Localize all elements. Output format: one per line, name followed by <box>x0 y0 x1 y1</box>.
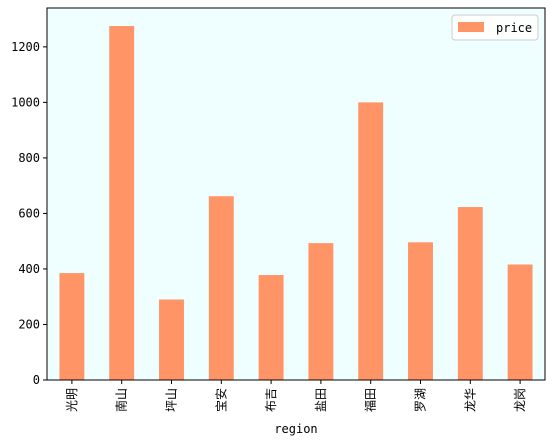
legend: price <box>451 14 539 41</box>
y-axis: 0 200 400 600 800 1000 1200 <box>11 40 47 387</box>
bar-3 <box>208 196 234 380</box>
bars-group <box>59 26 533 380</box>
y-tick-label-3: 600 <box>18 206 40 220</box>
legend-label: price <box>496 21 532 35</box>
x-tick-label-7: 罗湖 <box>413 388 428 412</box>
bar-8 <box>457 207 483 380</box>
x-tick-label-8: 龙华 <box>463 388 477 412</box>
x-axis-label: region <box>274 422 317 436</box>
x-tick-label-9: 龙岗 <box>513 388 527 412</box>
bar-5 <box>308 243 334 380</box>
x-axis: 光明 南山 坪山 宝安 布吉 盐田 福田 罗湖 龙华 龙岗 <box>65 380 527 412</box>
bar-9 <box>507 264 533 380</box>
y-tick-label-4: 800 <box>18 151 40 165</box>
bar-6 <box>358 102 384 380</box>
y-tick-label-2: 400 <box>18 262 40 276</box>
y-tick-label-6: 1200 <box>11 40 40 54</box>
x-tick-label-6: 福田 <box>363 388 378 412</box>
bar-1 <box>109 26 135 380</box>
x-tick-label-3: 宝安 <box>213 388 228 412</box>
x-tick-label-5: 盐田 <box>314 388 328 412</box>
x-tick-label-4: 布吉 <box>264 388 278 412</box>
legend-box <box>451 14 539 41</box>
y-tick-label-5: 1000 <box>11 95 40 109</box>
bar-7 <box>408 242 433 380</box>
x-tick-label-0: 光明 <box>65 388 79 412</box>
legend-swatch <box>458 22 484 32</box>
bar-2 <box>159 299 184 380</box>
bar-0 <box>59 273 85 380</box>
y-tick-label-0: 0 <box>33 373 40 387</box>
y-tick-label-1: 200 <box>18 317 40 331</box>
bar-4 <box>258 275 284 380</box>
x-tick-label-2: 坪山 <box>165 388 179 412</box>
plot-frame <box>46 7 546 381</box>
x-tick-label-1: 南山 <box>114 388 129 412</box>
